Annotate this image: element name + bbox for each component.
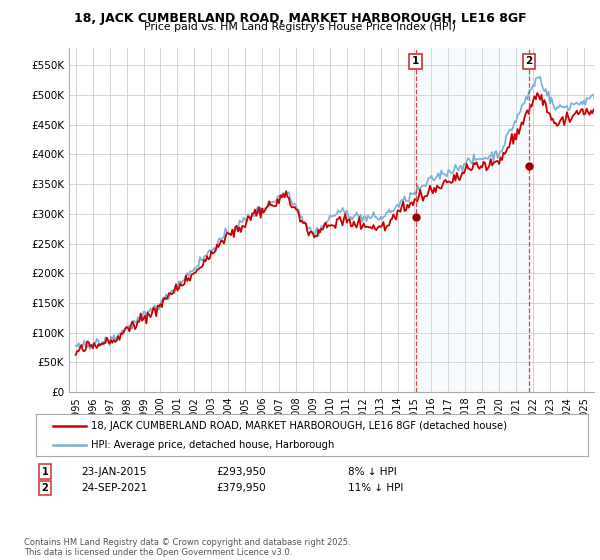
Bar xyxy=(416,48,529,392)
Text: Contains HM Land Registry data © Crown copyright and database right 2025.
This d: Contains HM Land Registry data © Crown c… xyxy=(24,538,350,557)
Text: 23-JAN-2015: 23-JAN-2015 xyxy=(81,466,146,477)
Text: 8% ↓ HPI: 8% ↓ HPI xyxy=(348,466,397,477)
Text: 11% ↓ HPI: 11% ↓ HPI xyxy=(348,483,403,493)
Text: £293,950: £293,950 xyxy=(216,466,266,477)
Text: 18, JACK CUMBERLAND ROAD, MARKET HARBOROUGH, LE16 8GF (detached house): 18, JACK CUMBERLAND ROAD, MARKET HARBORO… xyxy=(91,421,507,431)
Text: 1: 1 xyxy=(41,466,49,477)
Text: 18, JACK CUMBERLAND ROAD, MARKET HARBOROUGH, LE16 8GF: 18, JACK CUMBERLAND ROAD, MARKET HARBORO… xyxy=(74,12,526,25)
Text: 2: 2 xyxy=(525,56,532,66)
Text: £379,950: £379,950 xyxy=(216,483,266,493)
Text: HPI: Average price, detached house, Harborough: HPI: Average price, detached house, Harb… xyxy=(91,440,335,450)
Text: Price paid vs. HM Land Registry's House Price Index (HPI): Price paid vs. HM Land Registry's House … xyxy=(144,22,456,32)
Text: 2: 2 xyxy=(41,483,49,493)
Text: 1: 1 xyxy=(412,56,419,66)
Text: 24-SEP-2021: 24-SEP-2021 xyxy=(81,483,147,493)
